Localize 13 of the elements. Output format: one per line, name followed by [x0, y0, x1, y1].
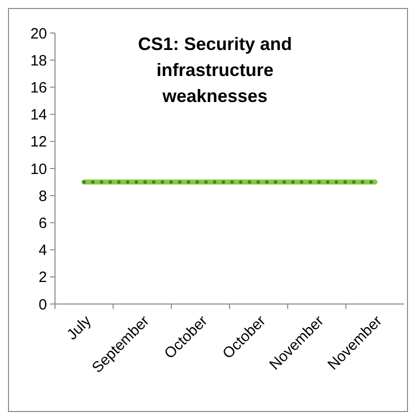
y-tick-label: 2: [38, 269, 47, 286]
y-tick-label: 4: [38, 242, 47, 260]
y-tick-label: 0: [38, 296, 47, 314]
y-tick-label: 12: [30, 134, 47, 151]
x-tick-label: July: [64, 312, 95, 344]
y-tick-label: 18: [30, 52, 47, 70]
text: CS1: Security and infrastructure weaknesses: [138, 34, 292, 106]
y-tick-label: 14: [30, 106, 47, 124]
y-tick-label: 20: [30, 25, 47, 42]
y-tick-label: 16: [30, 79, 47, 96]
y-tick-label: 8: [38, 188, 47, 205]
y-tick-label: 6: [38, 214, 47, 232]
y-tick-label: 10: [30, 160, 47, 178]
